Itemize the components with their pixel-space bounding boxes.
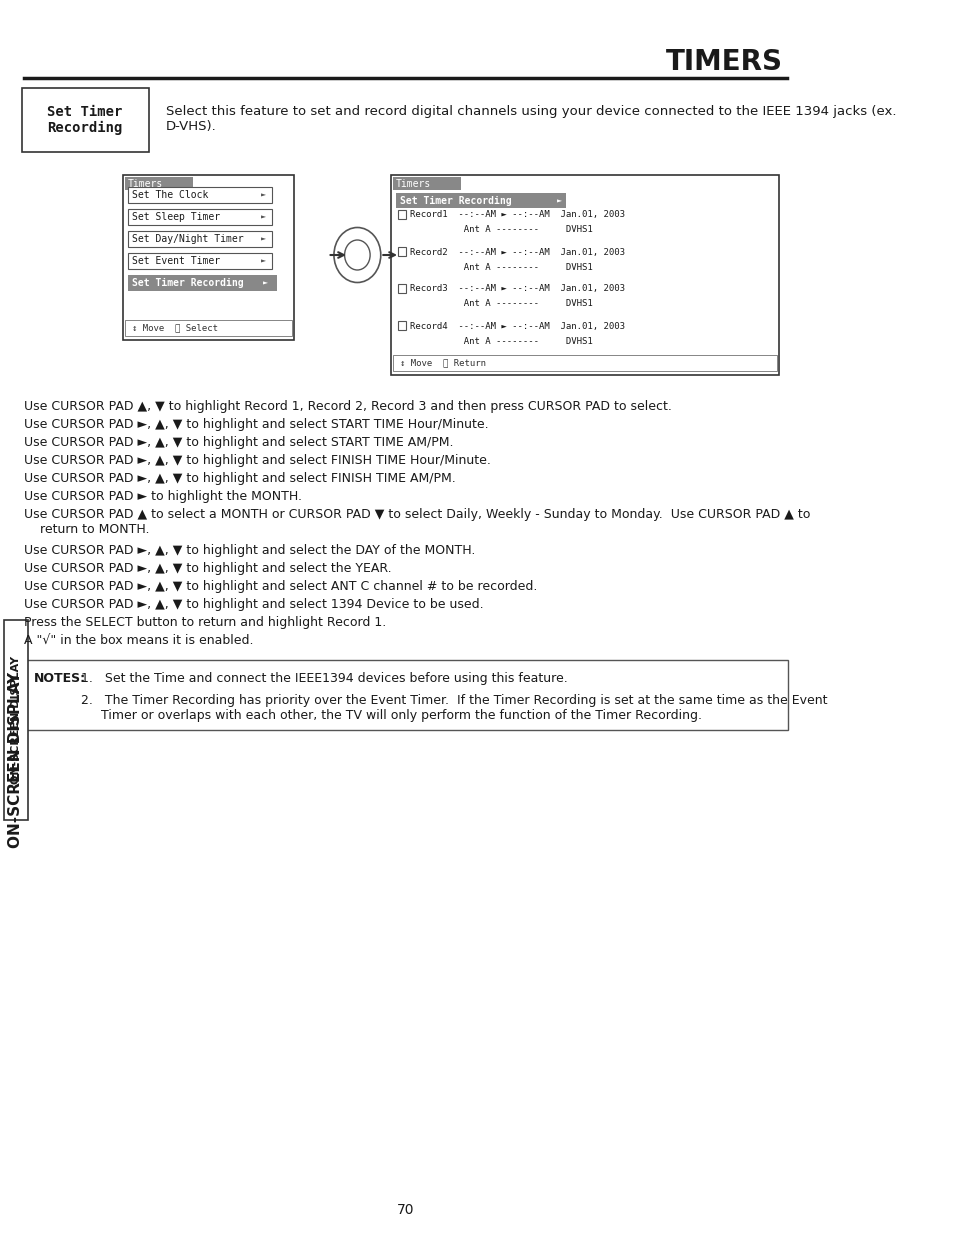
Text: Ant A --------     DVHS1: Ant A -------- DVHS1: [410, 300, 592, 309]
Text: Record1  --:--AM ► --:--AM  Jan.01, 2003: Record1 --:--AM ► --:--AM Jan.01, 2003: [410, 210, 624, 220]
Text: ►: ►: [261, 212, 266, 221]
Text: Press the SELECT button to return and highlight Record 1.: Press the SELECT button to return and hi…: [24, 616, 386, 629]
Text: Use CURSOR PAD ►, ▲, ▼ to highlight and select the YEAR.: Use CURSOR PAD ►, ▲, ▼ to highlight and …: [24, 562, 391, 576]
Text: Set Sleep Timer: Set Sleep Timer: [132, 212, 220, 222]
Text: Use CURSOR PAD ► to highlight the MONTH.: Use CURSOR PAD ► to highlight the MONTH.: [24, 490, 301, 503]
Bar: [125, 320, 292, 336]
Text: Use CURSOR PAD ►, ▲, ▼ to highlight and select FINISH TIME AM/PM.: Use CURSOR PAD ►, ▲, ▼ to highlight and …: [24, 472, 456, 485]
Bar: [393, 354, 776, 370]
Text: ►: ►: [556, 196, 561, 205]
Bar: [128, 253, 272, 269]
Text: Set Event Timer: Set Event Timer: [132, 256, 220, 266]
Text: ►: ►: [261, 190, 266, 200]
Bar: [24, 659, 787, 730]
Bar: [397, 321, 405, 330]
Text: 70: 70: [396, 1203, 415, 1216]
Text: Ant A --------     DVHS1: Ant A -------- DVHS1: [410, 226, 592, 235]
Bar: [397, 284, 405, 293]
Text: Use CURSOR PAD ►, ▲, ▼ to highlight and select ANT C channel # to be recorded.: Use CURSOR PAD ►, ▲, ▼ to highlight and …: [24, 580, 537, 593]
Bar: [393, 177, 460, 190]
Text: 1.   Set the Time and connect the IEEE1394 devices before using this feature.: 1. Set the Time and connect the IEEE1394…: [81, 672, 567, 685]
Bar: [395, 193, 565, 207]
Text: Use CURSOR PAD ►, ▲, ▼ to highlight and select FINISH TIME Hour/Minute.: Use CURSOR PAD ►, ▲, ▼ to highlight and …: [24, 454, 490, 467]
Text: Record2  --:--AM ► --:--AM  Jan.01, 2003: Record2 --:--AM ► --:--AM Jan.01, 2003: [410, 247, 624, 257]
Text: Record3  --:--AM ► --:--AM  Jan.01, 2003: Record3 --:--AM ► --:--AM Jan.01, 2003: [410, 284, 624, 294]
Text: A "√" in the box means it is enabled.: A "√" in the box means it is enabled.: [24, 634, 253, 647]
Bar: [128, 275, 276, 291]
Text: ►: ►: [261, 257, 266, 266]
Text: Set Timer
Recording: Set Timer Recording: [48, 105, 123, 135]
Text: Set Timer Recording: Set Timer Recording: [399, 196, 511, 206]
Bar: [128, 231, 272, 247]
Bar: [125, 177, 193, 190]
Bar: [128, 209, 272, 225]
FancyBboxPatch shape: [22, 88, 149, 152]
Ellipse shape: [344, 240, 370, 270]
Text: Set Timer Recording: Set Timer Recording: [132, 278, 243, 288]
Text: Set Day/Night Timer: Set Day/Night Timer: [132, 233, 243, 245]
Text: Record4  --:--AM ► --:--AM  Jan.01, 2003: Record4 --:--AM ► --:--AM Jan.01, 2003: [410, 321, 624, 331]
Text: Use CURSOR PAD ▲, ▼ to highlight Record 1, Record 2, Record 3 and then press CUR: Use CURSOR PAD ▲, ▼ to highlight Record …: [24, 400, 671, 412]
Text: Select this feature to set and record digital channels using your device connect: Select this feature to set and record di…: [166, 105, 896, 133]
Bar: [397, 210, 405, 219]
Text: Timers: Timers: [395, 179, 431, 189]
Text: Timers: Timers: [128, 179, 163, 189]
Text: Set The Clock: Set The Clock: [132, 190, 208, 200]
Text: Use CURSOR PAD ►, ▲, ▼ to highlight and select 1394 Device to be used.: Use CURSOR PAD ►, ▲, ▼ to highlight and …: [24, 598, 483, 611]
Bar: [128, 186, 272, 203]
Text: Ant A --------     DVHS1: Ant A -------- DVHS1: [410, 336, 592, 346]
Text: NOTES:: NOTES:: [34, 672, 86, 685]
Text: ↕ Move  Ⓞ Select: ↕ Move Ⓞ Select: [132, 324, 217, 332]
Ellipse shape: [334, 227, 380, 283]
Text: Use CURSOR PAD ►, ▲, ▼ to highlight and select START TIME AM/PM.: Use CURSOR PAD ►, ▲, ▼ to highlight and …: [24, 436, 453, 450]
Text: 2.   The Timer Recording has priority over the Event Timer.  If the Timer Record: 2. The Timer Recording has priority over…: [81, 694, 826, 722]
Text: Ant A --------     DVHS1: Ant A -------- DVHS1: [410, 263, 592, 272]
Text: Use CURSOR PAD ►, ▲, ▼ to highlight and select the DAY of the MONTH.: Use CURSOR PAD ►, ▲, ▼ to highlight and …: [24, 543, 475, 557]
Bar: [4, 620, 28, 820]
Text: ON-SCREEN DISPLAY: ON-SCREEN DISPLAY: [11, 656, 21, 784]
Text: Use CURSOR PAD ►, ▲, ▼ to highlight and select START TIME Hour/Minute.: Use CURSOR PAD ►, ▲, ▼ to highlight and …: [24, 417, 488, 431]
Bar: [123, 175, 294, 340]
Bar: [397, 247, 405, 256]
Text: ON-SCREEN DISPLAY: ON-SCREEN DISPLAY: [8, 672, 23, 848]
Text: ►: ►: [263, 279, 268, 288]
Bar: [391, 175, 778, 375]
Text: Use CURSOR PAD ▲ to select a MONTH or CURSOR PAD ▼ to select Daily, Weekly - Sun: Use CURSOR PAD ▲ to select a MONTH or CU…: [24, 508, 809, 536]
Text: ►: ►: [261, 235, 266, 243]
Text: TIMERS: TIMERS: [665, 48, 782, 77]
Text: ↕ Move  Ⓞ Return: ↕ Move Ⓞ Return: [399, 358, 485, 368]
